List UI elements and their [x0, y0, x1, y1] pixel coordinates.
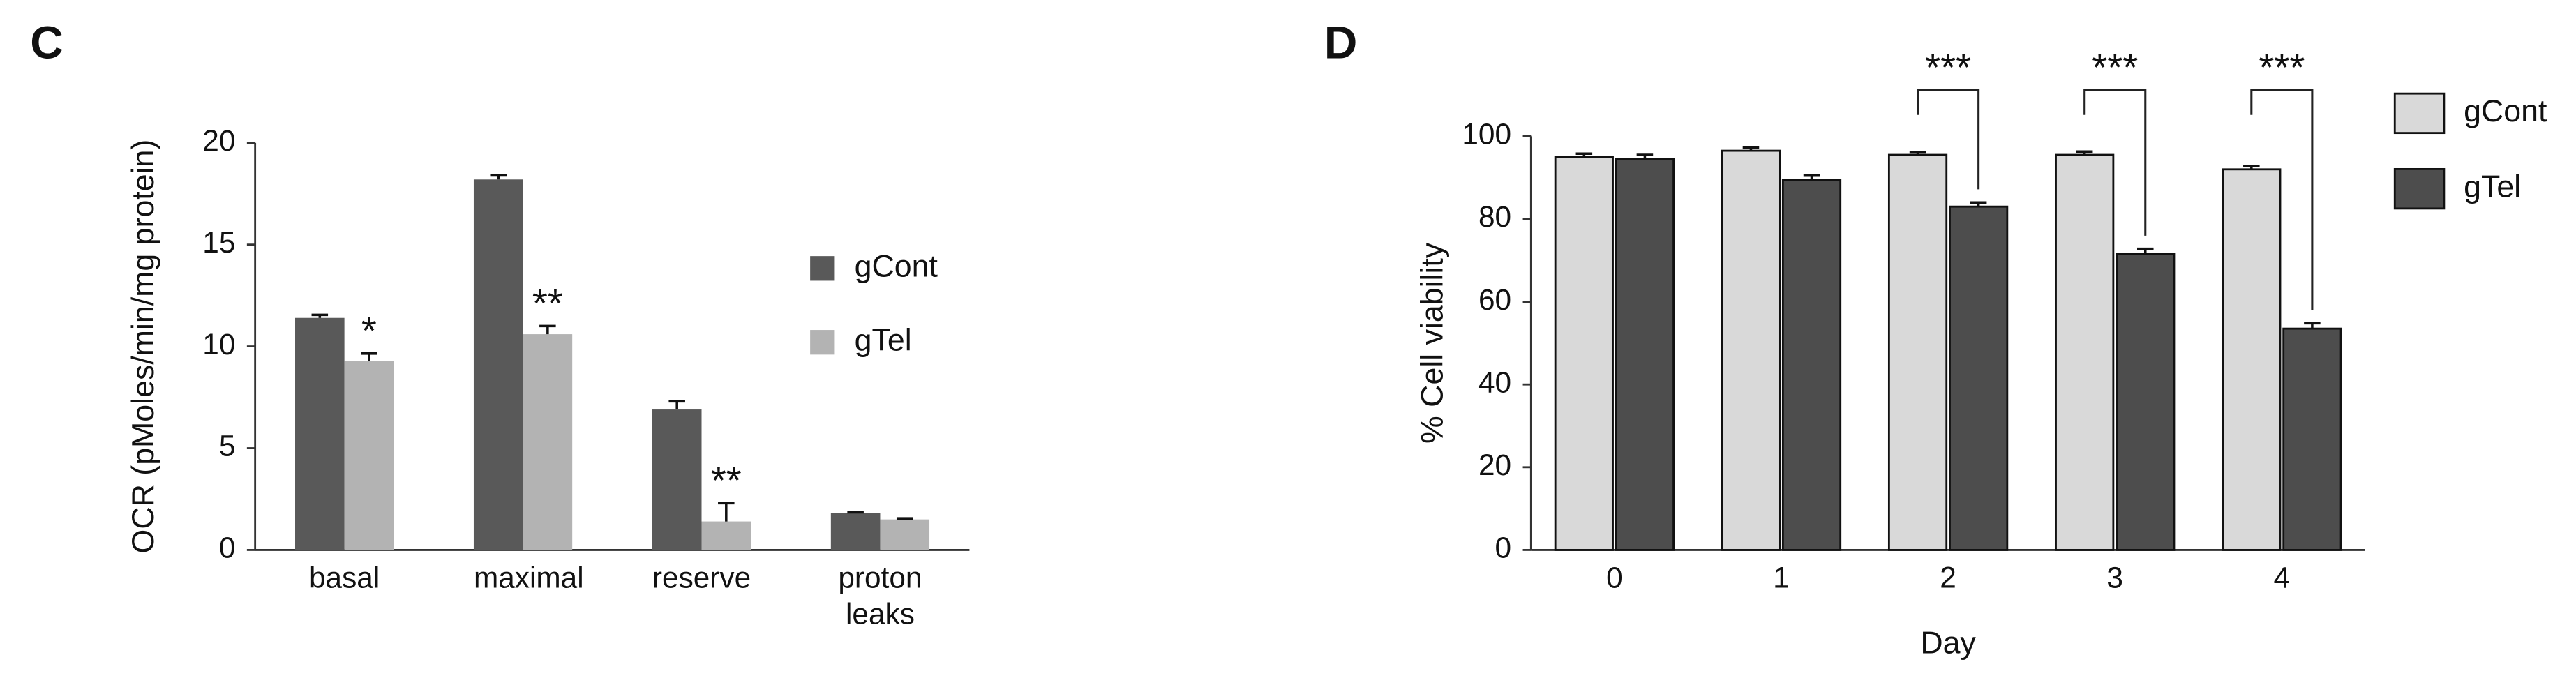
- bar: [1721, 149, 1781, 551]
- x-tick-label: 2: [1940, 561, 1956, 594]
- error-bar: [539, 324, 556, 335]
- x-axis-label: Day: [1920, 626, 1976, 661]
- bar: [295, 317, 345, 550]
- x-tick-label-box: 1: [1773, 561, 1790, 594]
- bar: [2055, 153, 2115, 551]
- error-bar: [1636, 153, 1654, 159]
- y-axis-label: OCR (pMoles/min/mg protein): [126, 140, 160, 554]
- bar: [523, 334, 573, 550]
- bar: [652, 409, 702, 550]
- x-tick-label-box: 4: [2273, 561, 2291, 594]
- error-bar: [1575, 152, 1593, 157]
- x-tick-label: proton leaks: [838, 561, 922, 631]
- x-tick-label-box: maximal: [473, 561, 584, 594]
- bar: [473, 179, 523, 550]
- bar: [1949, 205, 2009, 551]
- significance-label: *: [361, 308, 377, 352]
- x-tick-label: 3: [2106, 561, 2123, 594]
- significance-bracket: [1917, 89, 1980, 190]
- legend-swatch: [810, 330, 835, 355]
- x-tick-label: 0: [1606, 561, 1623, 594]
- error-bar: [490, 174, 507, 180]
- significance-bracket: [2250, 89, 2314, 310]
- error-bar: [718, 502, 735, 522]
- y-tick-label: 15: [202, 226, 235, 259]
- error-bar: [1909, 151, 1926, 156]
- bar: [344, 361, 394, 550]
- x-tick-label: basal: [308, 561, 380, 594]
- bar: [830, 513, 881, 550]
- significance-label: **: [532, 281, 563, 325]
- error-bar: [1803, 174, 1820, 180]
- error-bar: [2137, 247, 2154, 255]
- bar: [1554, 156, 1614, 551]
- significance-label: ***: [1925, 45, 1971, 89]
- error-bar: [668, 400, 685, 410]
- y-tick-label: 40: [1478, 366, 1511, 398]
- x-tick-label-box: reserve: [652, 561, 751, 594]
- panel-label: C: [30, 16, 63, 68]
- y-tick-label: 100: [1462, 118, 1511, 151]
- x-tick-label-box: 2: [1940, 561, 1956, 594]
- x-tick-label-box: 3: [2106, 561, 2123, 594]
- error-bar: [847, 511, 864, 514]
- significance-label: ***: [2092, 45, 2138, 89]
- y-tick-label: 80: [1478, 200, 1511, 233]
- legend-swatch: [2393, 167, 2446, 210]
- y-tick-label: 0: [1495, 532, 1512, 564]
- y-tick-label: 20: [1478, 449, 1511, 481]
- error-bar: [2243, 165, 2260, 170]
- y-tick-label: 5: [219, 430, 236, 462]
- legend-label: gCont: [2464, 94, 2547, 128]
- y-axis-label: % Cell viability: [1415, 242, 1449, 444]
- significance-label: **: [711, 458, 742, 502]
- y-tick-label: 0: [219, 532, 236, 564]
- legend-label: gCont: [855, 250, 938, 284]
- y-tick-label: 20: [202, 124, 235, 157]
- y-tick-label: 60: [1478, 283, 1511, 316]
- x-tick-label-box: 0: [1606, 561, 1623, 594]
- legend-swatch: [810, 256, 835, 281]
- bar: [880, 519, 930, 550]
- bar: [1781, 179, 1842, 551]
- legend-label: gTel: [2464, 170, 2521, 204]
- bar: [1887, 153, 1948, 551]
- x-tick-label: reserve: [652, 561, 751, 594]
- error-bar: [1742, 146, 1760, 151]
- x-tick-label: 1: [1773, 561, 1790, 594]
- legend-swatch: [2393, 92, 2446, 135]
- error-bar: [361, 352, 377, 361]
- y-tick-label: 10: [202, 328, 235, 361]
- bar: [701, 521, 751, 550]
- error-bar: [2076, 150, 2093, 156]
- panel-label: D: [1324, 16, 1358, 68]
- error-bar: [896, 517, 913, 520]
- bar: [2116, 253, 2176, 551]
- error-bar: [2304, 322, 2321, 329]
- x-tick-label: maximal: [473, 561, 584, 594]
- bar: [1615, 158, 1675, 551]
- error-bar: [311, 313, 329, 318]
- significance-bracket: [2083, 89, 2147, 236]
- x-tick-label: 4: [2273, 561, 2291, 594]
- x-tick-label-box: basal: [308, 561, 380, 594]
- bar: [2282, 327, 2342, 551]
- error-bar: [1970, 201, 1987, 207]
- legend-label: gTel: [855, 324, 912, 358]
- bar: [2222, 168, 2282, 551]
- x-tick-label-box: proton leaks: [838, 561, 922, 631]
- significance-label: ***: [2259, 45, 2305, 89]
